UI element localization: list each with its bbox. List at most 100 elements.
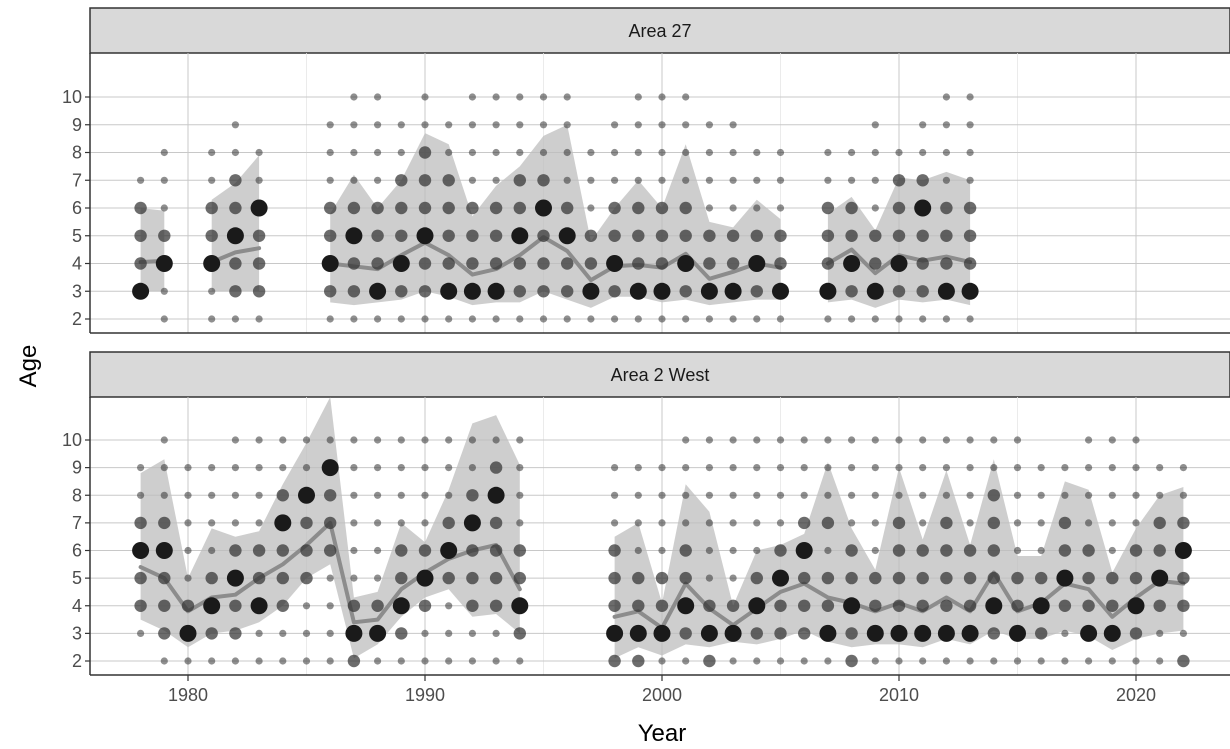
data-point-small <box>705 121 714 129</box>
y-tick-label: 3 <box>72 623 82 643</box>
data-point-large <box>511 597 529 615</box>
data-point-medium <box>679 544 692 557</box>
data-point-medium <box>395 627 408 640</box>
data-point-medium <box>892 174 906 187</box>
trend-line <box>328 235 783 283</box>
data-point-small <box>468 464 476 472</box>
data-point-medium <box>466 489 479 502</box>
data-point-small <box>942 436 951 444</box>
data-point-large <box>606 624 624 642</box>
data-point-medium <box>987 627 1000 640</box>
data-point-small <box>705 464 714 472</box>
data-point-medium <box>774 257 787 270</box>
data-point-large <box>369 282 387 300</box>
data-point-small <box>776 315 785 323</box>
data-point-small <box>492 93 500 101</box>
data-point-small <box>705 204 714 212</box>
panel-area-2-west: Area 2 West 2 3 4 5 6 7 8 9 10 <box>62 351 1230 676</box>
data-point-small <box>776 176 785 184</box>
data-point-medium <box>892 516 906 530</box>
data-point-small <box>374 574 382 582</box>
data-point-small <box>231 519 239 527</box>
data-point-large <box>250 199 268 217</box>
data-point-medium <box>158 627 171 640</box>
data-point-medium <box>489 571 503 585</box>
data-point-small <box>539 315 548 323</box>
data-point-small <box>682 464 690 472</box>
data-point-large <box>1080 624 1098 642</box>
data-point-medium <box>229 599 242 612</box>
data-point-small <box>776 148 785 157</box>
data-point-large <box>345 227 363 245</box>
panel-strip-title: Area 2 West <box>611 365 710 385</box>
data-point-small <box>326 148 334 157</box>
data-point-small <box>279 657 287 665</box>
data-point-medium <box>513 285 526 298</box>
x-tick-label: 2010 <box>879 685 919 705</box>
data-point-small <box>445 629 453 638</box>
x-tick-label: 2000 <box>642 685 682 705</box>
data-point-medium <box>750 229 763 242</box>
data-point-small <box>208 315 216 323</box>
data-point-large <box>914 199 932 217</box>
data-point-medium <box>1058 516 1072 530</box>
data-point-medium <box>940 229 953 242</box>
data-point-small <box>776 436 785 444</box>
data-point-small <box>1085 464 1093 472</box>
data-point-medium <box>655 599 669 612</box>
data-point-large <box>937 624 955 642</box>
data-point-medium <box>869 599 882 612</box>
data-point-small <box>1156 657 1164 665</box>
data-point-medium <box>750 571 763 585</box>
data-point-medium <box>845 544 858 557</box>
data-point-medium <box>371 201 384 215</box>
data-point-small <box>1061 491 1069 499</box>
data-point-medium <box>395 285 408 298</box>
data-point-small <box>966 148 974 157</box>
data-point-medium <box>300 571 313 585</box>
data-point-large <box>535 199 552 217</box>
data-point-large <box>748 597 766 615</box>
data-point-medium <box>679 201 692 215</box>
data-point-small <box>895 491 903 499</box>
data-point-small <box>871 204 879 212</box>
data-point-small <box>1108 464 1116 472</box>
data-point-small <box>682 93 690 101</box>
data-point-small <box>326 315 334 323</box>
data-point-small <box>1013 491 1022 499</box>
data-point-small <box>445 602 453 610</box>
data-point-small <box>658 519 666 527</box>
y-tick-label: 4 <box>72 596 82 616</box>
data-point-small <box>231 121 239 129</box>
data-point-small <box>587 176 595 184</box>
data-point-small <box>919 315 927 323</box>
data-point-medium <box>489 257 503 270</box>
data-point-small <box>350 148 358 157</box>
data-point-large <box>819 282 837 300</box>
data-point-small <box>1132 436 1140 444</box>
data-point-small <box>397 315 405 323</box>
data-point-small <box>1037 546 1045 555</box>
data-point-medium <box>608 571 621 585</box>
data-point-medium <box>466 571 479 585</box>
data-point-large <box>132 282 150 300</box>
data-point-medium <box>395 229 408 242</box>
data-point-small <box>824 657 832 665</box>
data-point-medium <box>963 229 977 242</box>
data-point-medium <box>916 599 929 612</box>
data-point-medium <box>371 599 384 612</box>
data-point-small <box>919 657 927 665</box>
data-point-medium <box>1106 599 1119 612</box>
data-point-small <box>137 491 145 499</box>
data-point-small <box>397 464 405 472</box>
data-point-small <box>492 121 500 129</box>
y-tick-label: 7 <box>72 513 82 533</box>
data-point-medium <box>418 146 432 159</box>
data-point-large <box>179 624 197 642</box>
data-point-medium <box>703 599 716 612</box>
data-point-medium <box>229 201 242 215</box>
data-point-small <box>468 121 476 129</box>
data-point-small <box>302 657 311 665</box>
data-point-small <box>658 657 666 665</box>
